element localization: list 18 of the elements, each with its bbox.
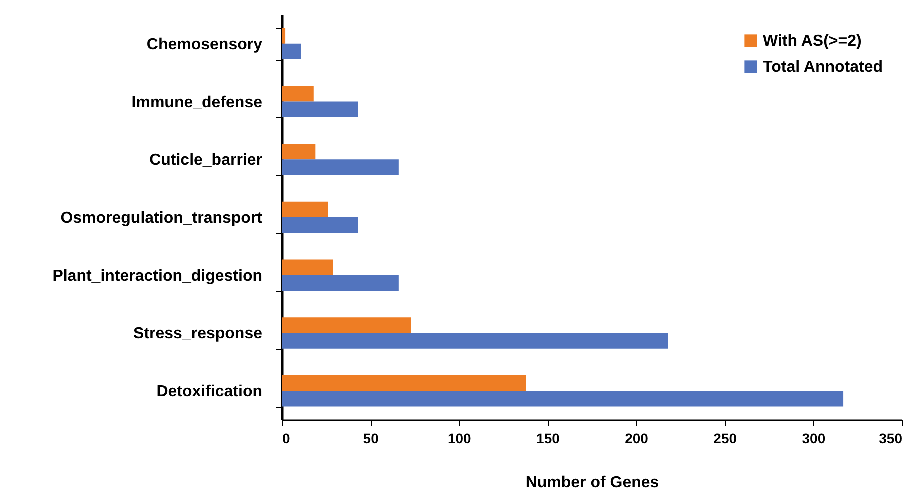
y-tick-label: Immune_defense (132, 94, 263, 112)
x-axis-title: Number of Genes (526, 474, 660, 490)
x-tick-label: 150 (536, 430, 560, 446)
x-tick-label: 300 (802, 430, 826, 446)
y-tick-label: Chemosensory (146, 36, 263, 54)
x-tick-label: 100 (448, 430, 472, 446)
x-tick-label: 50 (363, 430, 380, 446)
legend-label: With AS(>=2) (763, 33, 862, 50)
y-tick-label: Plant_interaction_digestion (52, 268, 262, 285)
y-tick-label: Detoxification (156, 384, 262, 401)
x-tick-label: 0 (282, 430, 290, 446)
x-tick-label: 350 (879, 430, 903, 446)
x-tick-label: 200 (625, 430, 649, 446)
y-tick-label: Stress_response (134, 326, 263, 343)
y-tick-label: Osmoregulation_transport (60, 210, 264, 227)
y-tick-label: Cuticle_barrier (150, 152, 262, 170)
x-tick-label: 250 (714, 430, 738, 446)
legend-label: Total Annotated (763, 59, 883, 76)
